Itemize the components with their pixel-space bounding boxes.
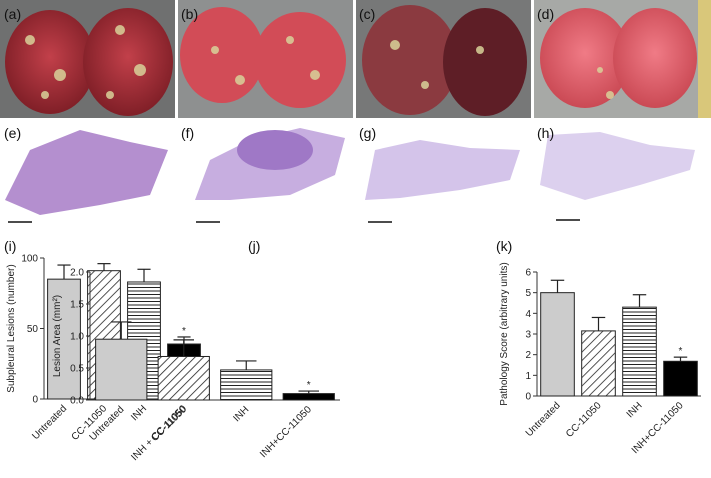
y-tick-label: 3 — [525, 330, 531, 341]
panel-label: (j) — [248, 238, 260, 254]
x-tick-label: CC-11050 — [149, 404, 189, 444]
lesion — [237, 130, 313, 170]
ruler — [698, 0, 711, 118]
y-tick-label: 100 — [21, 254, 38, 265]
y-tick-label: 0 — [525, 392, 531, 403]
lung-lobe — [5, 10, 95, 114]
panel-label: (h) — [537, 125, 554, 141]
panel-label: (i) — [4, 238, 16, 254]
y-tick-label: 0 — [32, 395, 38, 406]
panel-label: (f) — [181, 125, 194, 141]
bar — [663, 360, 698, 397]
bar — [581, 330, 616, 397]
bar — [220, 369, 273, 401]
x-tick-label: INH — [625, 400, 645, 420]
histology-row — [5, 128, 695, 223]
annotation: * — [679, 346, 683, 357]
y-tick-label: 1 — [525, 371, 531, 382]
panel-label: (d) — [537, 6, 554, 22]
lung-lobe — [443, 8, 527, 116]
y-tick-label: 0.0 — [70, 396, 84, 407]
y-tick-label: 6 — [525, 268, 531, 279]
y-tick-label: 0.5 — [70, 364, 84, 375]
bar — [95, 338, 148, 401]
bar — [540, 292, 575, 397]
lesions — [25, 25, 614, 99]
lung-lobe — [254, 12, 346, 108]
y-tick-label: 1.0 — [70, 332, 84, 343]
tissue-section — [5, 130, 168, 215]
x-tick-label: Untreated — [30, 403, 69, 442]
bar — [282, 393, 335, 401]
y-axis-label: Pathology Score (arbitrary units) — [499, 262, 510, 405]
y-tick-label: 1.5 — [70, 300, 84, 311]
annotation: * — [307, 380, 311, 391]
x-tick-label: Untreated — [524, 400, 563, 439]
panel-label: (a) — [4, 6, 21, 22]
y-tick-label: 2 — [525, 350, 531, 361]
tissue-section — [540, 132, 695, 200]
lung-lobe — [540, 8, 630, 108]
x-tick-label: CC-11050 — [564, 400, 604, 440]
bar — [47, 278, 81, 400]
y-axis-label: Subpleural Lesions (number) — [6, 264, 17, 392]
x-tick-label: INH+CC-11050 — [258, 404, 314, 460]
bar — [157, 355, 210, 401]
panel-label: (k) — [496, 238, 512, 254]
panel-label: (c) — [359, 6, 375, 22]
x-tick-label: INH — [231, 404, 251, 424]
annotation: * — [182, 326, 186, 337]
bar — [622, 306, 657, 397]
y-tick-label: 50 — [27, 324, 39, 335]
x-tick-label: INH — [129, 403, 149, 423]
scale-bars — [8, 219, 580, 223]
y-tick-label: 2.0 — [70, 268, 84, 279]
lung-lobe — [83, 8, 173, 116]
lung-lobe — [362, 5, 458, 115]
panel-label: (b) — [181, 6, 198, 22]
y-tick-label: 5 — [525, 288, 531, 299]
lung-lobe — [613, 8, 697, 108]
bar-chart: (k) Pathology Score (arbitrary units) 0 1 2 3… — [496, 238, 701, 456]
y-tick-label: 4 — [525, 309, 531, 320]
tissue-section — [365, 140, 520, 200]
panel-label: (e) — [4, 125, 21, 141]
panel-label: (g) — [359, 125, 376, 141]
photo-row — [0, 0, 711, 118]
y-axis-label: Lesion Area (mm²) — [52, 295, 63, 377]
